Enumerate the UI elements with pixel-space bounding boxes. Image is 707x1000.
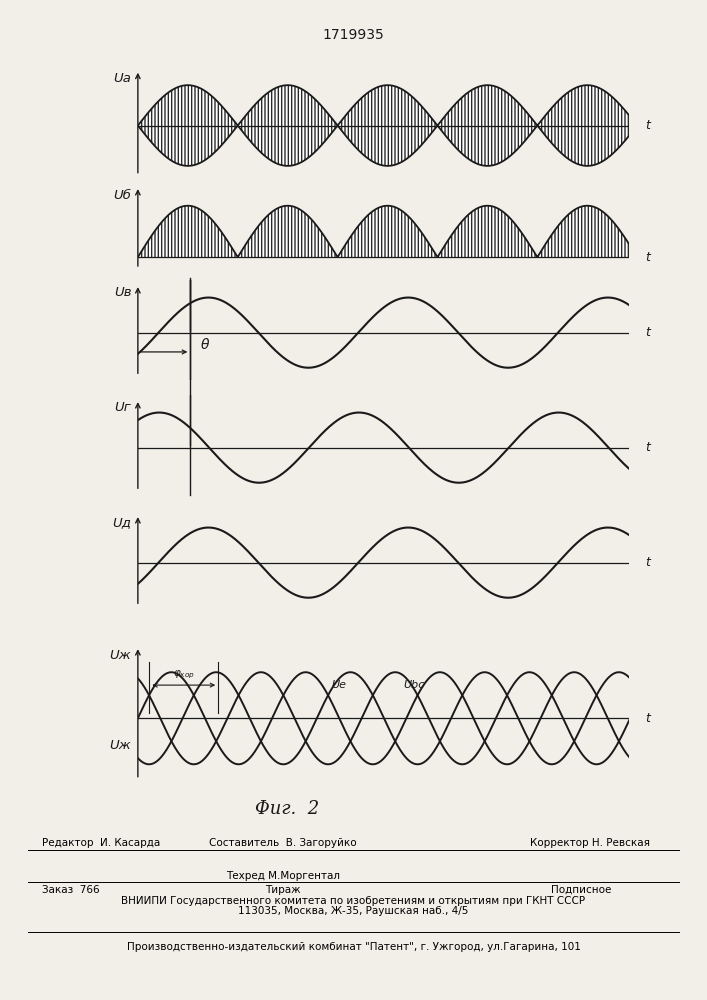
Text: $\varphi_{\mathit{кор}}$: $\varphi_{\mathit{кор}}$ (173, 669, 194, 681)
Text: Uа: Uа (113, 72, 132, 85)
Text: 113035, Москва, Ж-35, Раушская наб., 4/5: 113035, Москва, Ж-35, Раушская наб., 4/5 (238, 906, 469, 916)
Text: Подписное: Подписное (551, 885, 612, 895)
Text: t: t (645, 326, 650, 339)
Text: Ue: Ue (331, 680, 346, 690)
Text: Uв: Uв (114, 286, 132, 299)
Text: t: t (645, 251, 650, 264)
Text: 1719935: 1719935 (322, 28, 385, 42)
Text: Ubc: Ubc (403, 680, 425, 690)
Text: Uг: Uг (115, 401, 132, 414)
Text: Техред М.Моргентал: Техред М.Моргентал (226, 871, 340, 881)
Text: t: t (645, 556, 650, 569)
Text: Uб: Uб (113, 189, 132, 202)
Text: Uж: Uж (110, 739, 132, 752)
Text: t: t (645, 441, 650, 454)
Text: ВНИИПИ Государственного комитета по изобретениям и открытиям при ГКНТ СССР: ВНИИПИ Государственного комитета по изоб… (122, 896, 585, 906)
Text: Производственно-издательский комбинат "Патент", г. Ужгород, ул.Гагарина, 101: Производственно-издательский комбинат "П… (127, 942, 580, 952)
Text: t: t (645, 712, 650, 725)
Text: Uж: Uж (110, 649, 132, 662)
Text: Корректор Н. Ревская: Корректор Н. Ревская (530, 838, 650, 848)
Text: Составитель  В. Загоруйко: Составитель В. Загоруйко (209, 838, 356, 848)
Text: Uд: Uд (112, 516, 132, 529)
Text: Заказ  766: Заказ 766 (42, 885, 100, 895)
Text: Φиг.  2: Φиг. 2 (255, 800, 319, 818)
Text: $\theta$: $\theta$ (200, 337, 210, 352)
Text: t: t (645, 119, 650, 132)
Text: Тираж: Тираж (265, 885, 300, 895)
Text: Редактор  И. Касарда: Редактор И. Касарда (42, 838, 160, 848)
